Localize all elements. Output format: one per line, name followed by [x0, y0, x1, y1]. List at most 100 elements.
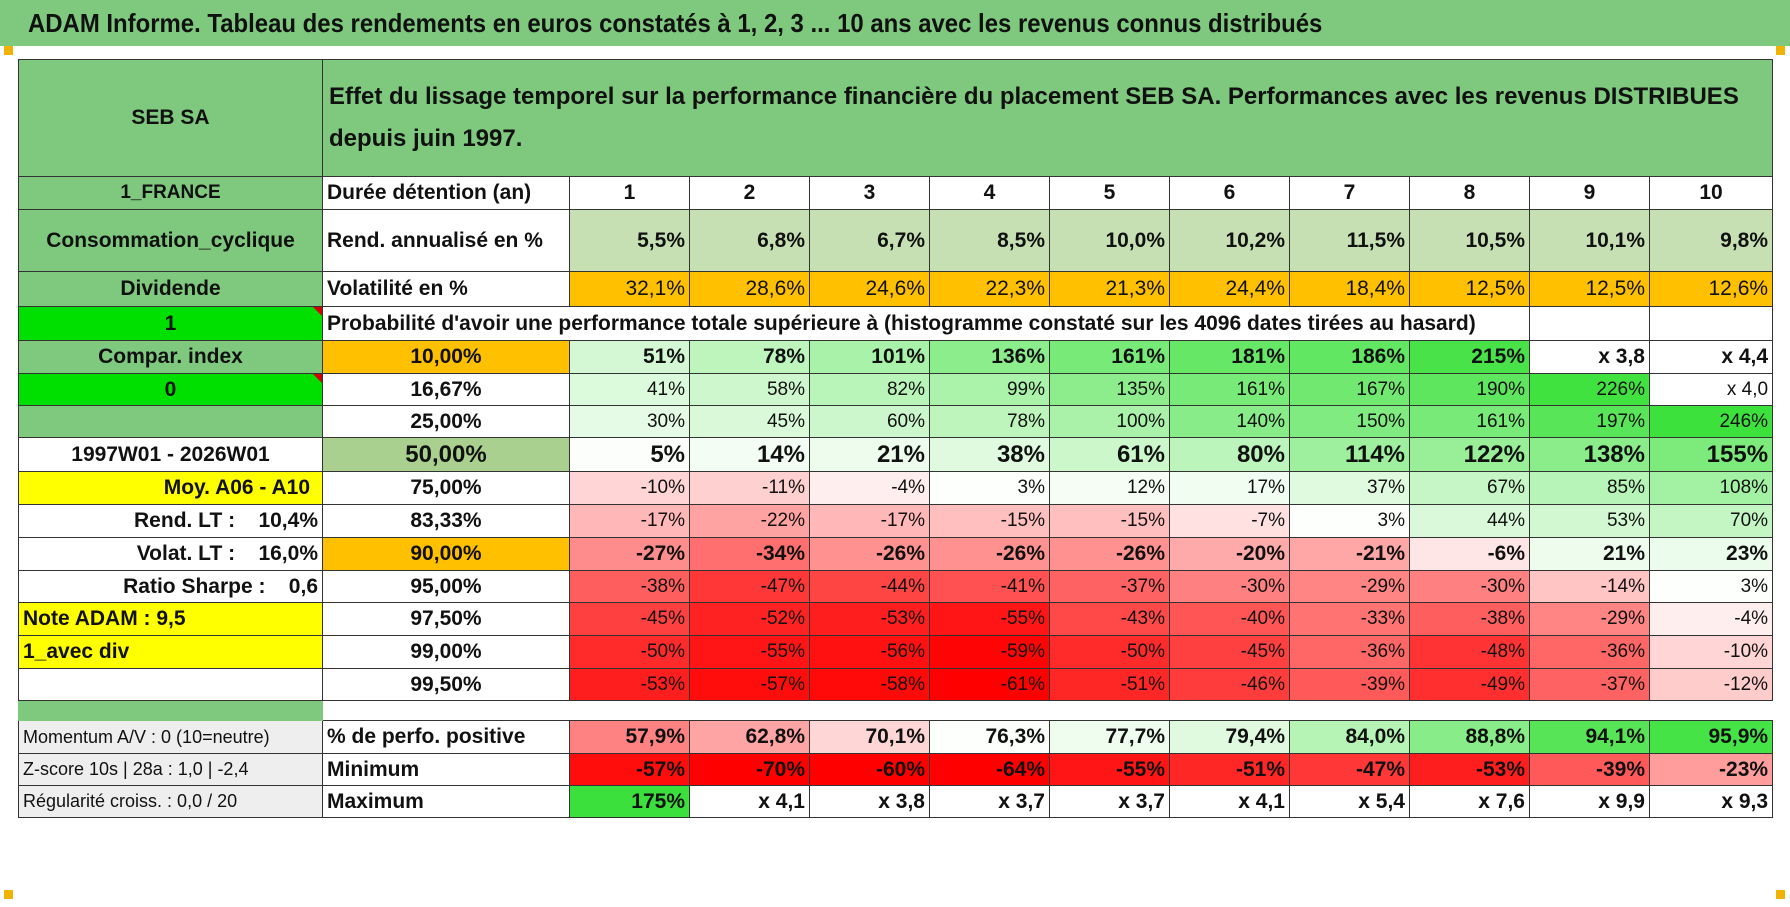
probability-value: 161% [1409, 405, 1530, 438]
probability-value: 155% [1648, 437, 1774, 472]
probability-value: 167% [1289, 373, 1410, 406]
probability-value: -27% [569, 537, 690, 571]
probability-value: 226% [1529, 373, 1650, 406]
probability-value: -26% [809, 537, 930, 571]
dividend-mode: 1_avec div [18, 635, 323, 669]
threshold-percent: 97,50% [322, 602, 570, 636]
probability-value: -41% [929, 570, 1050, 603]
probability-value: -36% [1289, 635, 1410, 669]
probability-value: -37% [1529, 668, 1650, 701]
probability-value: -29% [1289, 570, 1410, 603]
probability-value: -10% [569, 471, 690, 505]
probability-value: -45% [1169, 635, 1290, 669]
adam-score: Note ADAM : 9,5 [18, 602, 323, 636]
probability-row: Note ADAM : 9,5 97,50% -45% -52% -53% -55% -43… [18, 602, 1774, 636]
regularity-label: Régularité croiss. : 0,0 / 20 [18, 785, 323, 818]
volatility-value: 24,6% [809, 271, 930, 307]
duration-label: Durée détention (an) [322, 176, 570, 210]
year-header: 2 [689, 176, 810, 210]
return-label: Rend. annualisé en % [322, 209, 570, 272]
return-value: 5,5% [569, 209, 690, 272]
return-value: 6,7% [809, 209, 930, 272]
corner-mark [1776, 46, 1785, 55]
probability-value: 17% [1169, 471, 1290, 505]
probability-value: 161% [1169, 373, 1290, 406]
probability-value: 45% [689, 405, 810, 438]
sector-label: Consommation_cyclique [18, 209, 323, 272]
company-name: SEB SA [18, 59, 323, 177]
probability-value: -36% [1529, 635, 1650, 669]
stat-value: x 4,1 [689, 785, 810, 818]
return-value: 10,1% [1529, 209, 1650, 272]
probability-value: -37% [1049, 570, 1170, 603]
probability-value: 114% [1289, 437, 1410, 472]
performance-table: SEB SA Effet du lissage temporel sur la … [18, 59, 1774, 886]
probability-value: x 3,8 [1529, 340, 1650, 374]
probability-value: -61% [929, 668, 1050, 701]
probability-value: -58% [809, 668, 930, 701]
probability-value: -30% [1409, 570, 1530, 603]
probability-value: -53% [569, 668, 690, 701]
probability-row: Compar. index 10,00% 51% 78% 101% 136% 161% 181… [18, 340, 1774, 374]
probability-value: 37% [1289, 471, 1410, 505]
probability-value: 161% [1049, 340, 1170, 374]
probability-value: -10% [1648, 635, 1774, 669]
stat-value: x 9,9 [1529, 785, 1650, 818]
probability-value: 58% [689, 373, 810, 406]
return-value: 11,5% [1289, 209, 1410, 272]
stat-value: 57,9% [569, 720, 690, 754]
stat-value: x 7,6 [1409, 785, 1530, 818]
stat-value: -51% [1169, 753, 1290, 786]
probability-value: 181% [1169, 340, 1290, 374]
probability-value: -26% [929, 537, 1050, 571]
probability-value: 135% [1049, 373, 1170, 406]
average-label: Moy. A06 - A10 [18, 471, 323, 505]
year-header: 7 [1289, 176, 1410, 210]
probability-value: 136% [929, 340, 1050, 374]
probability-value: -47% [689, 570, 810, 603]
volatility-value: 28,6% [689, 271, 810, 307]
year-header: 10 [1648, 176, 1774, 210]
volatility-label: Volatilité en % [322, 271, 570, 307]
probability-row: 99,50% -53% -57% -58% -61% -51% -46% -39% -49% -3… [18, 668, 1774, 701]
threshold-percent: 95,00% [322, 570, 570, 603]
probability-value: 78% [689, 340, 810, 374]
probability-value: -6% [1409, 537, 1530, 571]
probability-value: -34% [689, 537, 810, 571]
probability-value: -43% [1049, 602, 1170, 636]
probability-value: 61% [1049, 437, 1170, 472]
probability-value: 53% [1529, 504, 1650, 538]
period-label: 1997W01 - 2026W01 [18, 437, 323, 472]
country-label: 1_FRANCE [18, 176, 323, 210]
corner-mark [1776, 890, 1785, 899]
type-label: Dividende [18, 271, 323, 307]
stat-value: 76,3% [929, 720, 1050, 754]
stat-label: Minimum [322, 753, 570, 786]
probability-value: 215% [1409, 340, 1530, 374]
volatility-value: 22,3% [929, 271, 1050, 307]
probability-value: -26% [1049, 537, 1170, 571]
probability-value: -52% [689, 602, 810, 636]
stat-value: 77,7% [1049, 720, 1170, 754]
stat-value: 175% [569, 785, 690, 818]
volatility-value: 12,5% [1409, 271, 1530, 307]
compar-index-label: Compar. index [18, 340, 323, 374]
probability-value: -39% [1289, 668, 1410, 701]
probability-value: 246% [1648, 405, 1774, 438]
report-title: ADAM Informe. Tableau des rendements en … [28, 8, 1323, 38]
corner-mark [4, 46, 13, 55]
stat-value: x 9,3 [1648, 785, 1774, 818]
probability-value: 197% [1529, 405, 1650, 438]
year-header: 6 [1169, 176, 1290, 210]
volatility-value: 18,4% [1289, 271, 1410, 307]
volatility-value: 12,5% [1529, 271, 1650, 307]
probability-row: 1_avec div 99,00% -50% -55% -56% -59% -50% -45%… [18, 635, 1774, 669]
probability-value: -57% [689, 668, 810, 701]
probability-row: 1997W01 - 2026W01 50,00% 5% 14% 21% 38% 61% 80%… [18, 437, 1774, 472]
probability-value: 122% [1409, 437, 1530, 472]
probability-value: -33% [1289, 602, 1410, 636]
threshold-percent: 99,00% [322, 635, 570, 669]
stat-label: % de perfo. positive [322, 720, 570, 754]
title-bar: ADAM Informe. Tableau des rendements en … [0, 0, 1790, 46]
volatility-value: 24,4% [1169, 271, 1290, 307]
